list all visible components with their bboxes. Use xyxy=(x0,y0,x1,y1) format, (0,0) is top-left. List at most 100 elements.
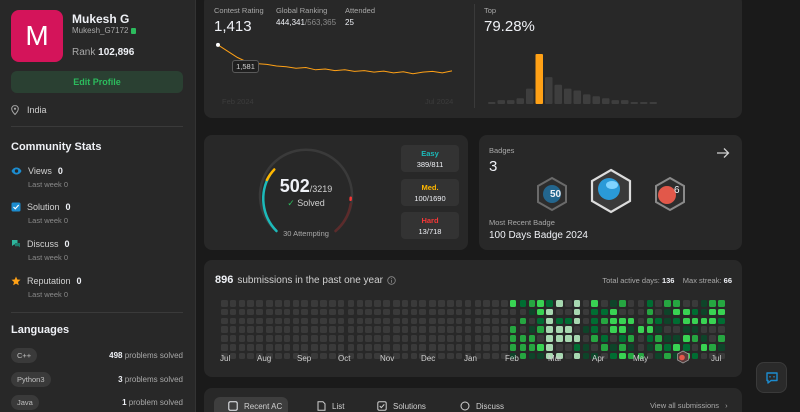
heatmap-cell[interactable] xyxy=(556,344,563,351)
heatmap-cell[interactable] xyxy=(509,308,517,316)
heatmap-cell[interactable] xyxy=(509,352,517,360)
heatmap-cell[interactable] xyxy=(401,326,409,333)
heatmap-cell[interactable] xyxy=(519,300,527,307)
heatmap-cell[interactable] xyxy=(582,326,590,333)
heatmap-cell[interactable] xyxy=(492,344,499,351)
heatmap-cell[interactable] xyxy=(546,326,553,333)
heatmap-cell[interactable] xyxy=(401,300,409,307)
heatmap-cell[interactable] xyxy=(410,308,418,316)
heatmap-cell[interactable] xyxy=(393,344,400,351)
heatmap-cell[interactable] xyxy=(229,308,237,316)
heatmap-cell[interactable] xyxy=(410,317,418,325)
heatmap-cell[interactable] xyxy=(709,300,716,307)
heatmap-cell[interactable] xyxy=(591,300,598,307)
heatmap-cell[interactable] xyxy=(655,344,662,351)
info-icon[interactable] xyxy=(387,275,396,285)
heatmap-cell[interactable] xyxy=(537,300,544,307)
heatmap-cell[interactable] xyxy=(601,308,608,316)
heatmap-cell[interactable] xyxy=(337,352,345,360)
heatmap-cell[interactable] xyxy=(393,326,400,333)
heatmap-cell[interactable] xyxy=(601,300,608,307)
heatmap-cell[interactable] xyxy=(283,308,291,316)
heatmap-cell[interactable] xyxy=(419,326,426,333)
heatmap-cell[interactable] xyxy=(283,317,291,325)
heatmap-cell[interactable] xyxy=(673,317,680,325)
tab-list[interactable]: List xyxy=(317,401,344,411)
heatmap-cell[interactable] xyxy=(646,308,654,316)
heatmap-cell[interactable] xyxy=(637,335,645,342)
heatmap-cell[interactable] xyxy=(311,308,318,316)
heatmap-cell[interactable] xyxy=(709,344,716,351)
heatmap-cell[interactable] xyxy=(447,300,454,307)
heatmap-cell[interactable] xyxy=(247,344,254,351)
heatmap-cell[interactable] xyxy=(519,308,527,316)
heatmap-cell[interactable] xyxy=(393,352,400,360)
heatmap-cell[interactable] xyxy=(474,326,482,333)
heatmap-cell[interactable] xyxy=(238,335,246,342)
heatmap-cell[interactable] xyxy=(483,344,490,351)
heatmap-cell[interactable] xyxy=(474,300,482,307)
view-all-submissions-link[interactable]: View all submissions › xyxy=(650,401,728,410)
heatmap-cell[interactable] xyxy=(329,317,336,325)
heatmap-cell[interactable] xyxy=(655,326,662,333)
heatmap-cell[interactable] xyxy=(410,352,418,360)
heatmap-cell[interactable] xyxy=(320,300,327,307)
heatmap-cell[interactable] xyxy=(509,344,517,351)
heatmap-cell[interactable] xyxy=(637,300,645,307)
heatmap-cell[interactable] xyxy=(601,317,608,325)
heatmap-cell[interactable] xyxy=(275,308,282,316)
heatmap-cell[interactable] xyxy=(664,308,671,316)
heatmap-cell[interactable] xyxy=(429,308,436,316)
heatmap-cell[interactable] xyxy=(301,326,308,333)
avatar[interactable]: M xyxy=(11,10,63,62)
heatmap-cell[interactable] xyxy=(374,317,381,325)
heatmap-cell[interactable] xyxy=(637,317,645,325)
heatmap-cell[interactable] xyxy=(537,335,544,342)
heatmap-cell[interactable] xyxy=(655,300,662,307)
heatmap-cell[interactable] xyxy=(646,300,654,307)
heatmap-cell[interactable] xyxy=(266,317,273,325)
heatmap-cell[interactable] xyxy=(619,335,626,342)
heatmap-cell[interactable] xyxy=(709,317,716,325)
heatmap-cell[interactable] xyxy=(256,308,263,316)
heatmap-cell[interactable] xyxy=(221,352,228,360)
heatmap-cell[interactable] xyxy=(292,352,300,360)
heatmap-cell[interactable] xyxy=(356,317,364,325)
histogram-bar[interactable] xyxy=(516,98,525,104)
heatmap-cell[interactable] xyxy=(501,352,508,360)
heatmap-cell[interactable] xyxy=(573,300,581,307)
heatmap-cell[interactable] xyxy=(464,352,472,360)
heatmap-cell[interactable] xyxy=(329,300,336,307)
heatmap-cell[interactable] xyxy=(229,344,237,351)
heatmap-cell[interactable] xyxy=(455,335,463,342)
heatmap-cell[interactable] xyxy=(673,352,680,360)
heatmap-cell[interactable] xyxy=(582,308,590,316)
heatmap-cell[interactable] xyxy=(238,308,246,316)
heatmap-cell[interactable] xyxy=(266,335,273,342)
heatmap-cell[interactable] xyxy=(627,344,635,351)
heatmap-cell[interactable] xyxy=(410,335,418,342)
heatmap-cell[interactable] xyxy=(311,300,318,307)
histogram-bar[interactable] xyxy=(554,84,563,104)
medium-stat[interactable]: Med. 100/1690 xyxy=(401,179,459,206)
heatmap-cell[interactable] xyxy=(464,317,472,325)
heatmap-cell[interactable] xyxy=(565,308,572,316)
hard-stat[interactable]: Hard 13/718 xyxy=(401,212,459,239)
heatmap-cell[interactable] xyxy=(683,308,690,316)
heatmap-cell[interactable] xyxy=(256,317,263,325)
heatmap-cell[interactable] xyxy=(247,317,254,325)
heatmap-cell[interactable] xyxy=(718,344,725,351)
heatmap-cell[interactable] xyxy=(383,326,390,333)
heatmap-cell[interactable] xyxy=(266,352,273,360)
heatmap-cell[interactable] xyxy=(247,352,254,360)
heatmap-cell[interactable] xyxy=(329,326,336,333)
heatmap-cell[interactable] xyxy=(619,300,626,307)
heatmap-cell[interactable] xyxy=(664,317,671,325)
histogram-bar[interactable] xyxy=(526,88,534,104)
heatmap-cell[interactable] xyxy=(275,344,282,351)
heatmap-cell[interactable] xyxy=(556,308,563,316)
heatmap-cell[interactable] xyxy=(546,317,553,325)
heatmap-cell[interactable] xyxy=(401,335,409,342)
histogram-bar[interactable] xyxy=(507,100,515,104)
heatmap-cell[interactable] xyxy=(709,308,716,316)
